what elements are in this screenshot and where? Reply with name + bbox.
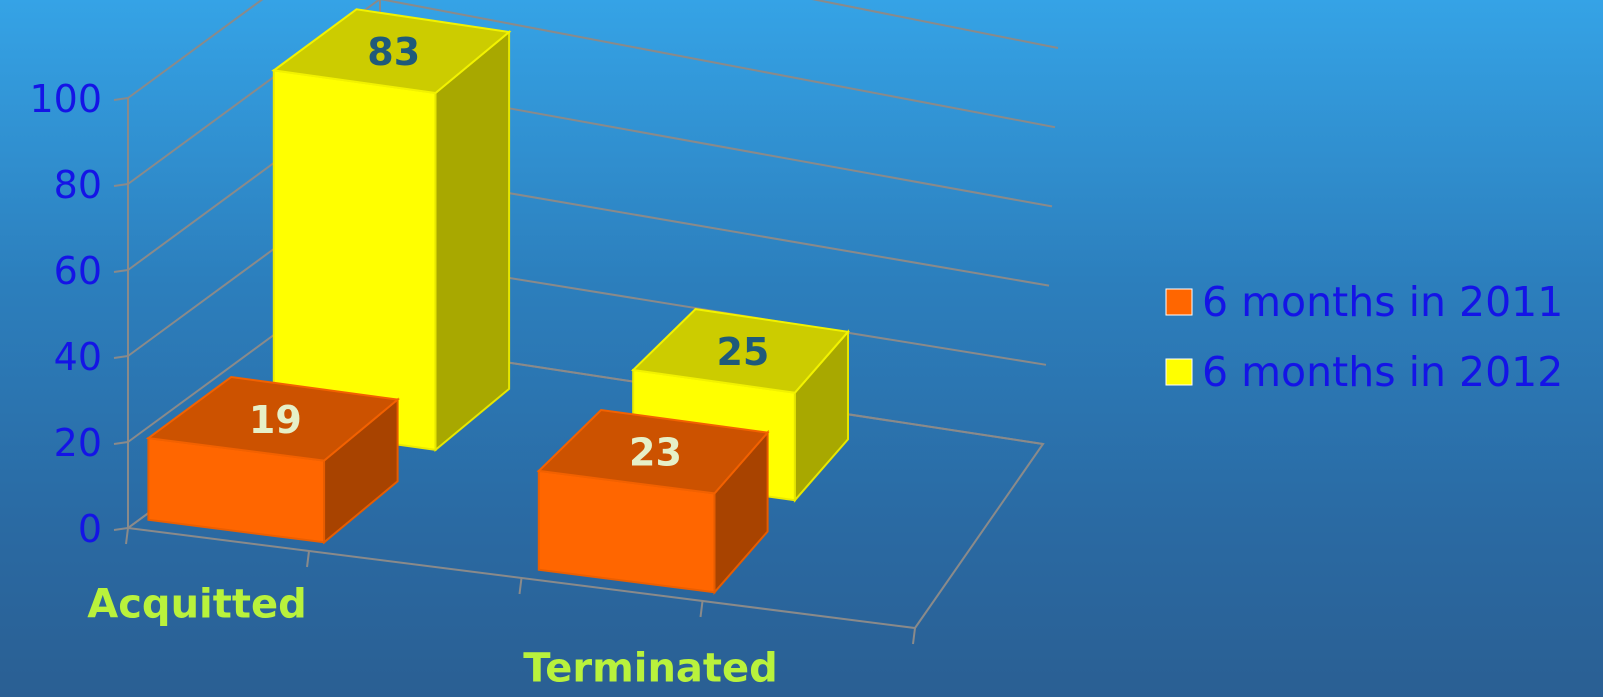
bar-terminated-series-1: 23: [536, 408, 770, 595]
bar-acquitted-series-1: 19: [145, 375, 400, 545]
x-tick-mark: [699, 600, 704, 618]
gridline: [127, 83, 1053, 271]
y-tick-mark: [113, 527, 129, 531]
x-tick-mark: [518, 577, 523, 595]
legend-swatch: [1165, 358, 1193, 386]
legend-item: 6 months in 2012: [1165, 348, 1563, 396]
data-label: 83: [367, 30, 420, 74]
bar-top-face: [145, 375, 400, 462]
y-tick-label: 80: [54, 163, 102, 207]
gridline: [127, 169, 1050, 357]
x-axis-tick-labels: Acquitted Terminated: [87, 582, 778, 692]
bar-side-face: [434, 29, 511, 453]
x-tick-mark: [912, 627, 916, 645]
y-tick-mark: [113, 355, 129, 359]
bar-top-face: [271, 8, 512, 95]
legend-item: 6 months in 2011: [1165, 278, 1563, 326]
y-tick-label: 0: [78, 507, 102, 551]
gridline: [127, 0, 1056, 185]
y-tick-label: 100: [29, 77, 102, 121]
bar-top-face: [631, 308, 850, 394]
y-tick-label: 60: [54, 249, 102, 293]
y-tick-mark: [113, 183, 129, 187]
y-tick-label: 40: [54, 335, 102, 379]
gridline: [127, 0, 1059, 99]
legend: 6 months in 2011 6 months in 2012: [1165, 278, 1563, 396]
legend-label: 6 months in 2012: [1202, 348, 1563, 396]
legend-swatch: [1165, 288, 1193, 316]
legend-label: 6 months in 2011: [1202, 278, 1563, 326]
y-tick-label: 20: [54, 421, 102, 465]
y-axis-tick-labels: 0 20 40 60 80 100: [29, 77, 102, 551]
y-tick-mark: [113, 269, 129, 273]
x-tick-mark: [125, 527, 129, 545]
x-tick-label: Terminated: [523, 646, 778, 692]
bar-acquitted-series-2: 83: [271, 8, 512, 453]
x-tick-label: Acquitted: [87, 582, 307, 628]
bar-top-face: [536, 408, 770, 495]
data-label: 25: [716, 330, 769, 374]
y-tick-mark: [113, 441, 129, 445]
x-tick-mark: [306, 550, 311, 568]
chart-bars: 83 25 19 23: [145, 8, 850, 595]
data-label: 23: [629, 431, 682, 475]
data-label: 19: [249, 398, 302, 442]
y-tick-mark: [113, 97, 129, 101]
